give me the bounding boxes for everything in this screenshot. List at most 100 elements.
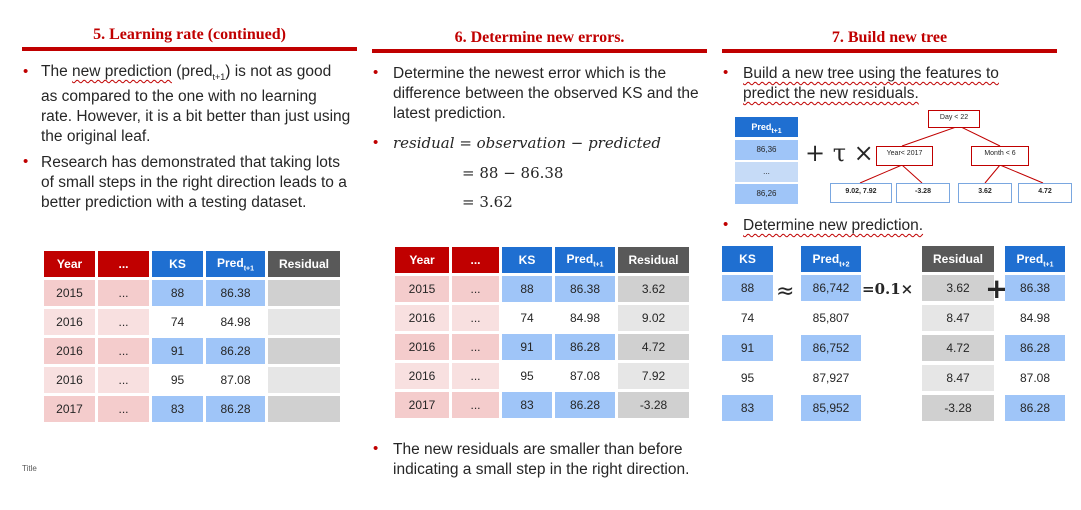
col-year: Year [395,247,449,273]
cell: 2016 [44,309,95,335]
mini-pred-row: 86,36 [735,140,798,160]
mini-pred-header: Predt+1 [735,117,798,137]
pred2-cell: 87,927 [801,365,861,391]
col-ellipsis: ... [452,247,499,273]
section-title-new-tree: 7. Build new tree [831,29,948,46]
table-row: 2015 ... 88 86.38 3.62 [395,276,689,302]
table-row: 2016 ... 74 84.98 9.02 [395,305,689,331]
cell: 2016 [395,363,449,389]
pred1-cell: 84.98 [1005,305,1065,331]
cell: ... [98,338,149,364]
cell: 86.28 [206,338,265,364]
cell: 88 [152,280,203,306]
col-year: Year [44,251,95,277]
cell: 74 [502,305,552,331]
tree-leaf: 4.72 [1018,183,1072,203]
ks-cell: 91 [722,335,773,361]
cell: 86.28 [206,396,265,422]
table-row: 2016 ... 74 84.98 [44,309,340,335]
cell: 74 [152,309,203,335]
cell: ... [98,309,149,335]
col-pred: Predt+1 [555,247,615,273]
cell [268,309,340,335]
residual-step-1: = 88 − 86.38 [462,164,564,182]
pred1-cell: 86.28 [1005,335,1065,361]
bullet-dot: • [723,216,729,233]
cell: 83 [152,396,203,422]
bullet-dot: • [373,440,379,457]
cell: 2016 [44,338,95,364]
col-ellipsis: ... [98,251,149,277]
bullet-dot: • [723,64,729,81]
cell: 2016 [395,305,449,331]
cell: 2016 [395,334,449,360]
cell: 95 [152,367,203,393]
cell [268,396,340,422]
table-row: 2016 ... 95 87.08 [44,367,340,393]
equals-factor: =0.1× [862,280,914,298]
pred2-cell: 86,742 [801,275,861,301]
ks-cell: 95 [722,365,773,391]
tree-leaf: -3.28 [896,183,950,203]
cell: ... [452,392,499,418]
tree-edge [901,164,923,184]
tree-leaf: 3.62 [958,183,1012,203]
cell [268,280,340,306]
table-row: 2016 ... 91 86.28 4.72 [395,334,689,360]
cell: 2017 [44,396,95,422]
cell: 84.98 [206,309,265,335]
cell: ... [98,396,149,422]
plus-tau-times: + τ × [805,139,874,167]
cell: 91 [152,338,203,364]
tree-edge [984,164,1001,184]
cell: ... [452,305,499,331]
mini-pred-row: ... [735,162,798,182]
plus-symbol: + [985,272,1009,305]
res-cell: 4.72 [922,335,994,361]
cell: 4.72 [618,334,689,360]
cell: 2015 [44,280,95,306]
pred2-cell: 86,752 [801,335,861,361]
section-rule-7 [722,49,1057,53]
tree-root: Day < 22 [928,110,980,128]
tree-edge [999,164,1044,184]
cell: ... [452,363,499,389]
cell [268,367,340,393]
cell: 86.38 [206,280,265,306]
cell: ... [452,334,499,360]
residual-step-2: = 3.62 [462,193,513,211]
pred1-header: Predt+1 [1005,246,1065,272]
pred1-cell: 86.38 [1005,275,1065,301]
s6-bullet-1: Determine the newest error which is the … [393,65,699,122]
cell: -3.28 [618,392,689,418]
ks-cell: 83 [722,395,773,421]
tree-leaf: 9.02, 7.92 [830,183,892,203]
cell: 3.62 [618,276,689,302]
cell: 86.28 [555,334,615,360]
cell: 7.92 [618,363,689,389]
cell: 2017 [395,392,449,418]
col-ks: KS [152,251,203,277]
section-rule-5 [22,47,357,51]
footer-title: Title [22,464,37,473]
table-row: 2017 ... 83 86.28 [44,396,340,422]
res-cell: 3.62 [922,275,994,301]
cell: 84.98 [555,305,615,331]
s7-bullet-1: Build a new tree using the features to p… [743,65,999,102]
col-residual: Residual [618,247,689,273]
cell: 87.08 [206,367,265,393]
cell [268,338,340,364]
approx-symbol: ≈ [776,279,795,304]
s7-bullet-2: Determine new prediction. [743,217,924,234]
residual-equation: residual = observation − predicted [393,134,662,152]
ks-cell: 88 [722,275,773,301]
ks-cell: 74 [722,305,773,331]
cell: 87.08 [555,363,615,389]
tree-connectors [859,125,1044,184]
s6-bullet-2: The new residuals are smaller than befor… [393,441,690,478]
cell: ... [98,367,149,393]
section-title-new-errors: 6. Determine new errors. [454,29,625,46]
table-row: 2017 ... 83 86.28 -3.28 [395,392,689,418]
cell: 86.38 [555,276,615,302]
cell: 95 [502,363,552,389]
